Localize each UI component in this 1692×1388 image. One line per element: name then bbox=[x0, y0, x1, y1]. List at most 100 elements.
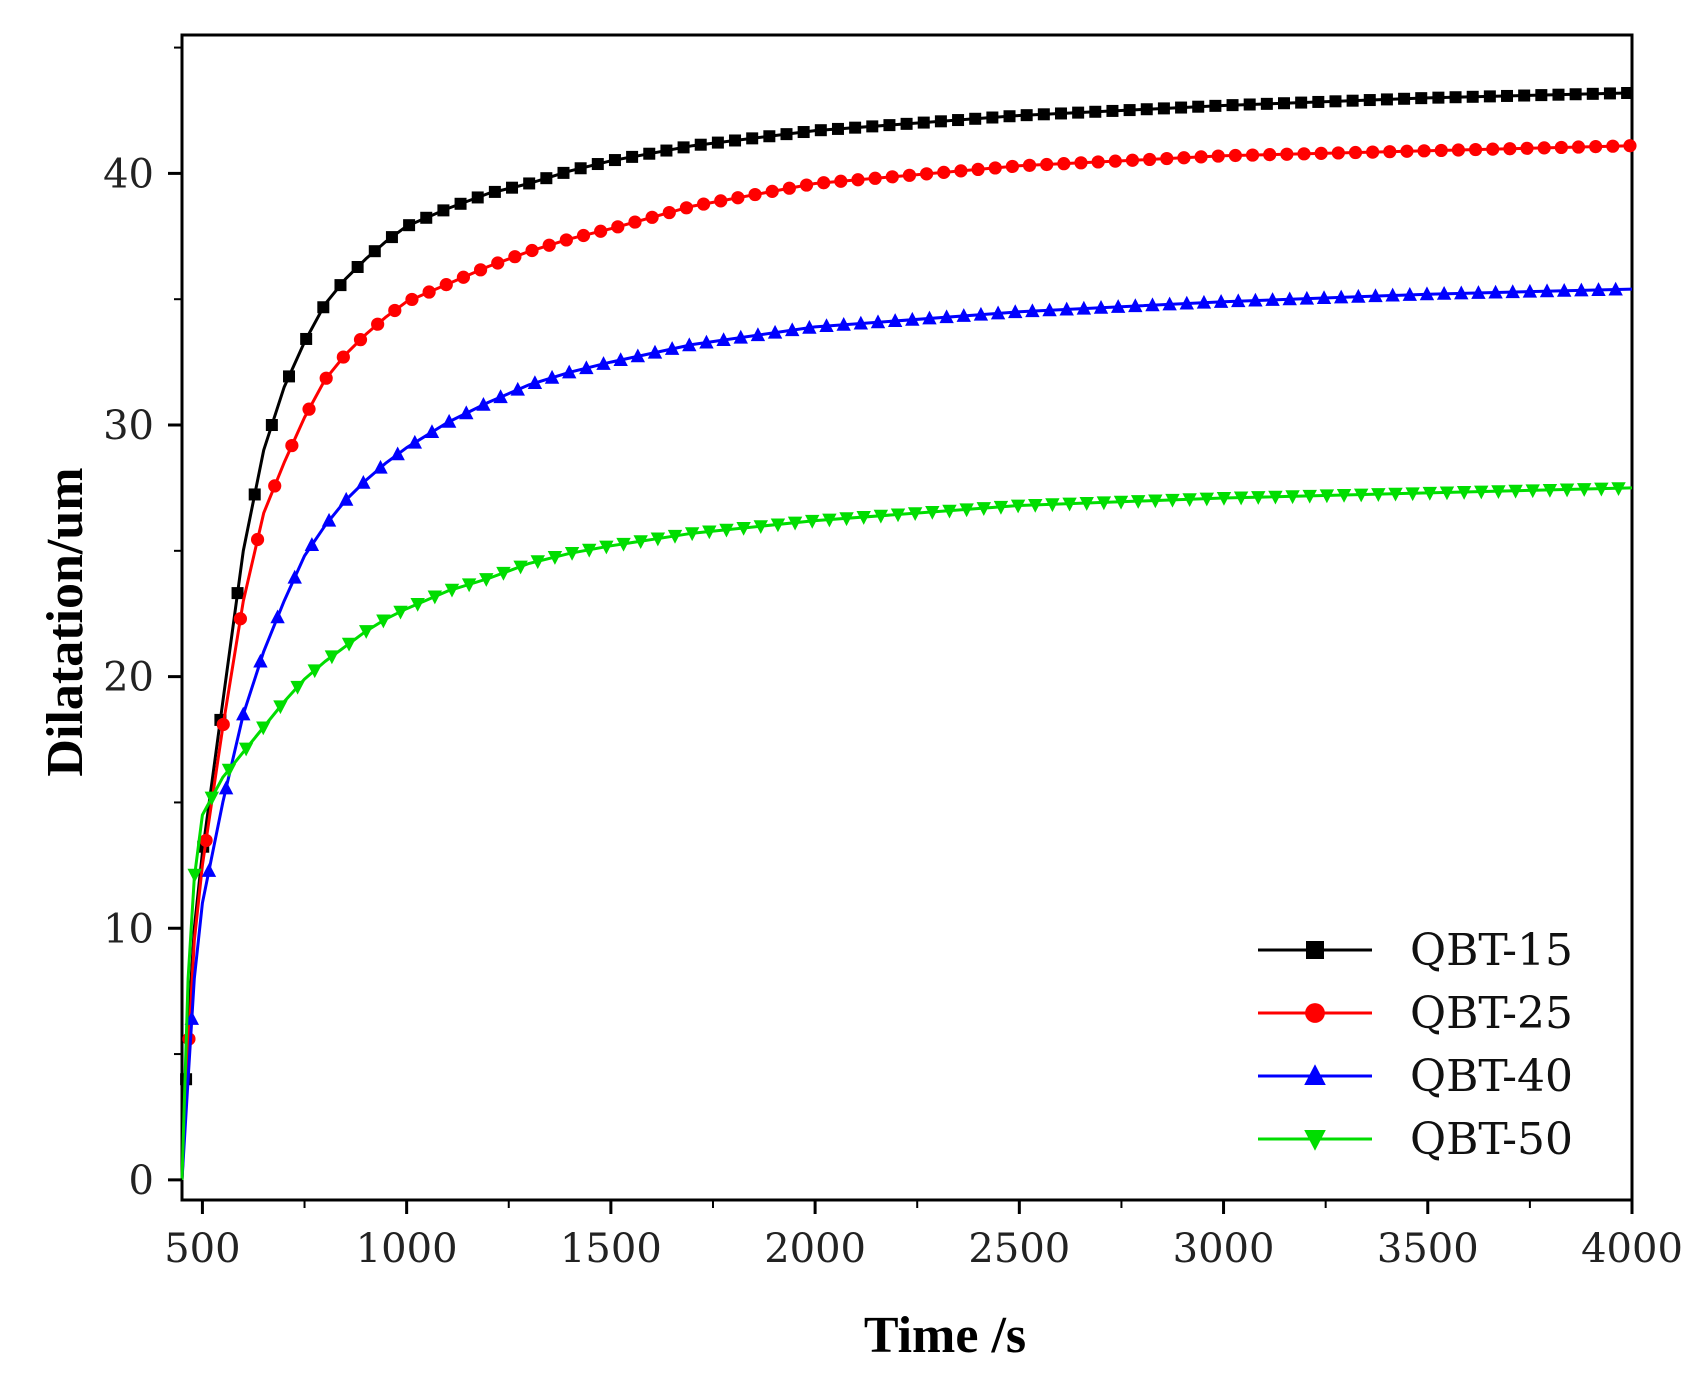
data-point bbox=[199, 833, 213, 848]
data-point bbox=[917, 116, 930, 129]
data-point bbox=[270, 609, 285, 624]
data-point bbox=[1209, 99, 1222, 112]
data-point bbox=[405, 292, 419, 307]
data-point bbox=[733, 329, 748, 344]
data-point bbox=[1351, 288, 1366, 303]
data-point bbox=[1383, 145, 1397, 159]
data-point bbox=[1106, 104, 1119, 117]
data-point bbox=[1074, 156, 1088, 170]
data-point bbox=[748, 187, 762, 202]
data-point bbox=[1005, 159, 1019, 174]
data-point bbox=[1456, 486, 1472, 500]
data-point bbox=[201, 863, 217, 877]
data-point bbox=[1589, 140, 1603, 154]
data-point bbox=[371, 317, 385, 331]
data-point bbox=[221, 763, 237, 778]
data-point bbox=[660, 144, 673, 157]
data-point bbox=[1525, 484, 1540, 499]
data-point bbox=[351, 260, 364, 273]
data-point bbox=[1518, 89, 1531, 102]
data-point bbox=[1466, 90, 1479, 103]
data-point bbox=[1380, 93, 1393, 106]
data-point bbox=[1248, 292, 1263, 307]
data-point bbox=[338, 491, 354, 506]
data-point bbox=[353, 333, 368, 347]
data-point bbox=[424, 424, 440, 439]
data-point bbox=[973, 306, 989, 321]
data-point bbox=[836, 316, 851, 331]
data-point bbox=[822, 513, 837, 528]
data-point bbox=[1302, 489, 1317, 504]
data-point bbox=[839, 512, 854, 527]
data-point bbox=[356, 474, 371, 489]
data-point bbox=[1439, 486, 1455, 501]
data-point bbox=[1175, 101, 1188, 114]
data-point bbox=[1422, 486, 1438, 501]
legend-item: QBT-40 bbox=[1258, 1051, 1573, 1102]
data-point bbox=[1128, 298, 1143, 313]
series-line bbox=[180, 287, 1633, 1180]
data-point bbox=[630, 348, 646, 363]
data-point bbox=[650, 532, 666, 547]
data-point bbox=[1295, 96, 1308, 109]
data-point bbox=[1022, 158, 1037, 172]
data-point bbox=[283, 370, 296, 383]
data-point bbox=[1402, 287, 1418, 301]
data-point bbox=[510, 381, 525, 396]
data-point bbox=[799, 178, 814, 192]
data-point bbox=[954, 164, 968, 178]
data-point bbox=[1157, 102, 1170, 115]
data-point bbox=[729, 134, 742, 147]
data-point bbox=[1559, 483, 1575, 498]
data-point bbox=[1537, 141, 1551, 155]
data-point bbox=[1003, 110, 1016, 123]
data-point bbox=[664, 341, 680, 355]
data-point bbox=[662, 205, 676, 220]
data-point bbox=[868, 171, 882, 185]
data-point bbox=[1008, 304, 1023, 319]
data-point bbox=[1062, 497, 1077, 512]
data-point bbox=[461, 578, 477, 593]
data-point bbox=[1336, 489, 1352, 503]
data-point bbox=[866, 120, 879, 133]
data-point bbox=[1091, 155, 1105, 169]
data-point bbox=[373, 459, 388, 474]
data-point bbox=[883, 119, 896, 132]
data-point bbox=[265, 419, 278, 432]
data-point bbox=[376, 614, 391, 629]
data-point bbox=[564, 546, 580, 561]
data-point bbox=[925, 505, 940, 520]
data-point bbox=[1059, 301, 1074, 316]
data-point bbox=[1571, 140, 1586, 154]
legend-marker bbox=[1304, 1064, 1326, 1085]
data-point bbox=[907, 507, 923, 522]
data-point bbox=[787, 516, 803, 531]
data-point bbox=[1228, 148, 1242, 163]
data-point bbox=[934, 115, 947, 128]
data-point bbox=[1260, 97, 1273, 110]
data-point bbox=[523, 177, 536, 190]
data-point bbox=[731, 191, 745, 205]
data-point bbox=[699, 334, 714, 349]
data-point bbox=[1353, 488, 1369, 503]
data-point bbox=[1196, 294, 1212, 309]
data-point bbox=[385, 231, 398, 244]
data-point bbox=[1177, 151, 1191, 165]
legend-item: QBT-15 bbox=[1258, 925, 1573, 976]
data-point bbox=[986, 111, 999, 124]
data-point bbox=[785, 322, 800, 337]
data-point bbox=[1233, 491, 1249, 506]
data-point bbox=[1623, 139, 1637, 153]
data-point bbox=[574, 162, 587, 175]
data-point bbox=[1192, 100, 1205, 113]
data-point bbox=[736, 521, 751, 536]
data-point bbox=[1522, 283, 1538, 298]
data-point bbox=[1503, 142, 1517, 156]
data-point bbox=[530, 555, 545, 570]
data-point bbox=[819, 318, 834, 333]
data-point bbox=[711, 136, 724, 149]
data-point bbox=[1542, 483, 1558, 498]
data-point bbox=[1606, 139, 1620, 153]
y-tick-label: 0 bbox=[129, 1158, 154, 1204]
data-point bbox=[1417, 144, 1431, 158]
